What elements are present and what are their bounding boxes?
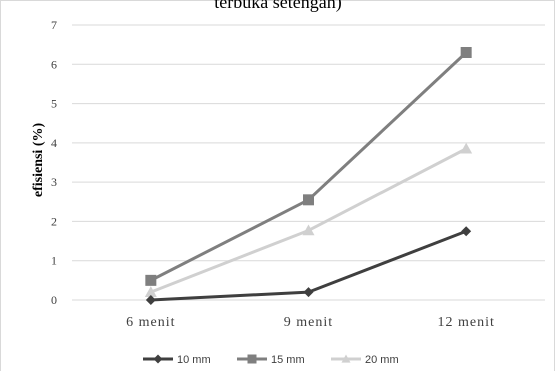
data-point — [460, 142, 473, 154]
legend-item: 15 mm — [237, 354, 305, 366]
y-tick-label: 3 — [51, 175, 57, 189]
data-point — [303, 287, 314, 298]
series-20-mm — [144, 142, 473, 297]
gridlines — [72, 24, 545, 301]
legend: 10 mm 15 mm 20 mm — [143, 354, 399, 366]
legend-marker — [247, 354, 257, 364]
legend-label: 20 mm — [365, 354, 399, 366]
series-15-mm — [145, 47, 472, 286]
data-point — [302, 224, 315, 236]
y-tick-label: 5 — [51, 97, 57, 111]
y-tick-label: 4 — [51, 136, 57, 150]
y-tick-labels: 0 1 2 3 4 5 6 7 — [51, 18, 57, 307]
x-tick-label: 12 menit — [437, 315, 494, 330]
x-tick-label: 9 menit — [284, 315, 333, 330]
data-point — [145, 295, 156, 305]
legend-marker — [341, 354, 351, 363]
y-axis-label: efisiensi (%) — [31, 123, 46, 198]
x-tick-labels: 6 menit 9 menit 12 menit — [126, 315, 494, 330]
data-point — [303, 194, 314, 206]
data-point — [460, 47, 472, 58]
legend-label: 15 mm — [271, 354, 305, 366]
data-point — [461, 226, 472, 237]
y-tick-label: 1 — [51, 254, 57, 268]
y-tick-label: 2 — [51, 214, 57, 228]
y-tick-label: 7 — [51, 18, 57, 32]
y-tick-label: 0 — [51, 293, 57, 307]
y-tick-label: 6 — [51, 57, 57, 71]
series-10-mm — [145, 226, 472, 305]
series-layer — [144, 47, 473, 305]
legend-label: 10 mm — [177, 354, 211, 366]
legend-marker — [153, 354, 163, 364]
legend-item: 10 mm — [143, 354, 211, 366]
chart-title: terbuka setengah) — [214, 0, 341, 13]
data-point — [145, 274, 157, 286]
series-line — [150, 147, 467, 294]
x-tick-label: 6 menit — [126, 315, 175, 330]
legend-item: 20 mm — [331, 354, 399, 366]
data-point — [144, 286, 157, 297]
series-line — [150, 51, 468, 282]
